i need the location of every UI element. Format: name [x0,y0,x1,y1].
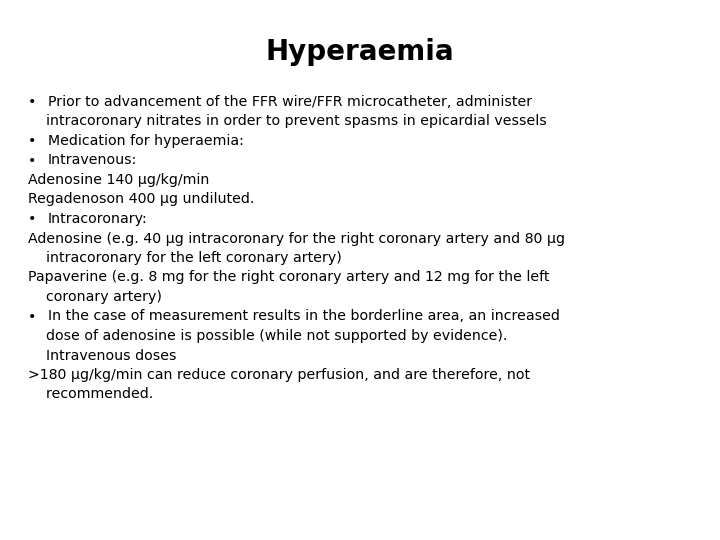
Text: •: • [28,212,37,226]
Text: Intracoronary:: Intracoronary: [48,212,148,226]
Text: >180 μg/kg/min can reduce coronary perfusion, and are therefore, not: >180 μg/kg/min can reduce coronary perfu… [28,368,530,382]
Text: Regadenoson 400 μg undiluted.: Regadenoson 400 μg undiluted. [28,192,254,206]
Text: •: • [28,95,37,109]
Text: •: • [28,309,37,323]
Text: Hyperaemia: Hyperaemia [266,38,454,66]
Text: intracoronary nitrates in order to prevent spasms in epicardial vessels: intracoronary nitrates in order to preve… [28,114,546,129]
Text: coronary artery): coronary artery) [28,290,162,304]
Text: Intravenous:: Intravenous: [48,153,138,167]
Text: Adenosine 140 μg/kg/min: Adenosine 140 μg/kg/min [28,173,210,187]
Text: •: • [28,134,37,148]
Text: Intravenous doses: Intravenous doses [28,348,176,362]
Text: Prior to advancement of the FFR wire/FFR microcatheter, administer: Prior to advancement of the FFR wire/FFR… [48,95,532,109]
Text: In the case of measurement results in the borderline area, an increased: In the case of measurement results in th… [48,309,560,323]
Text: Adenosine (e.g. 40 μg intracoronary for the right coronary artery and 80 μg: Adenosine (e.g. 40 μg intracoronary for … [28,232,565,246]
Text: Papaverine (e.g. 8 mg for the right coronary artery and 12 mg for the left: Papaverine (e.g. 8 mg for the right coro… [28,271,549,285]
Text: intracoronary for the left coronary artery): intracoronary for the left coronary arte… [28,251,342,265]
Text: •: • [28,153,37,167]
Text: Medication for hyperaemia:: Medication for hyperaemia: [48,134,244,148]
Text: recommended.: recommended. [28,388,153,402]
Text: dose of adenosine is possible (while not supported by evidence).: dose of adenosine is possible (while not… [28,329,508,343]
